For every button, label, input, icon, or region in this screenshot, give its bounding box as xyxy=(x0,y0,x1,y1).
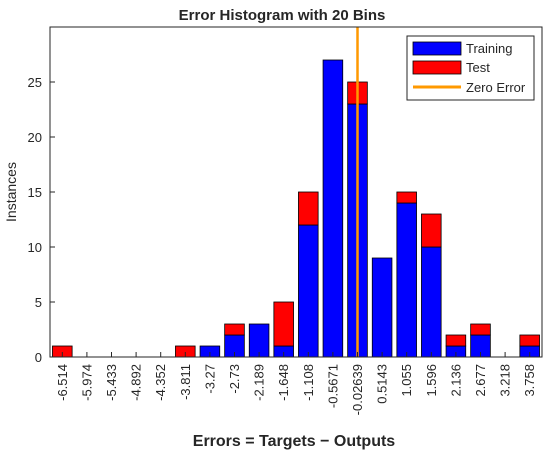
y-tick-label: 25 xyxy=(28,75,42,90)
y-tick-label: 20 xyxy=(28,130,42,145)
bar-training--0.5671 xyxy=(322,59,344,358)
bar-training--1.108 xyxy=(298,224,319,358)
legend-swatch-training xyxy=(412,41,462,56)
bar-test-1.596 xyxy=(421,213,442,248)
x-tick-label: -3.811 xyxy=(178,364,193,400)
y-tick-label: 0 xyxy=(35,350,42,365)
bar-test-3.758 xyxy=(519,334,540,347)
x-tick-label: 3.218 xyxy=(498,364,513,397)
y-tick-label: 5 xyxy=(35,295,42,310)
x-axis-label: Errors = Targets − Outputs xyxy=(193,433,396,450)
x-tick-label: 2.677 xyxy=(473,364,488,397)
bar-test-2.136 xyxy=(445,334,467,347)
x-tick-label: -1.648 xyxy=(276,364,291,401)
bar-training-1.596 xyxy=(421,246,442,358)
x-tick-label: -4.892 xyxy=(129,364,144,401)
x-tick-label: -2.73 xyxy=(227,364,242,394)
legend-label-training: Training xyxy=(466,41,512,56)
bar-test--1.648 xyxy=(273,301,294,347)
x-tick-label: 2.136 xyxy=(448,364,463,397)
bar-test-2.677 xyxy=(470,323,491,336)
bar-training-0.5143 xyxy=(371,257,393,358)
bar-training-1.055 xyxy=(396,202,417,358)
x-tick-label: -1.108 xyxy=(301,364,316,401)
x-tick-label: 3.758 xyxy=(522,364,537,397)
bar-test--2.73 xyxy=(224,323,245,336)
x-tick-label: -0.5671 xyxy=(325,364,340,408)
x-tick-label: -5.433 xyxy=(104,364,119,401)
x-tick-label: -4.352 xyxy=(153,364,168,401)
legend-label-zero-error: Zero Error xyxy=(466,80,526,95)
y-axis-label: Instances xyxy=(3,162,19,222)
chart-title: Error Histogram with 20 Bins xyxy=(179,7,386,24)
y-tick-label: 15 xyxy=(28,185,42,200)
y-ticks-layer: 0 5 10 15 20 25 xyxy=(28,75,55,365)
x-tick-label: -3.27 xyxy=(202,364,217,394)
legend-swatch-test xyxy=(412,60,462,75)
x-tick-label: -0.02639 xyxy=(350,364,365,415)
x-tick-label: -6.514 xyxy=(55,364,70,401)
x-tick-label: 1.055 xyxy=(399,364,414,397)
bar-test--1.108 xyxy=(298,191,319,226)
x-tick-label: 1.596 xyxy=(424,364,439,397)
x-ticks-layer: -6.514 -5.974 -5.433 -4.892 -4.352 -3.811 -3.2… xyxy=(55,352,537,415)
x-tick-label: -5.974 xyxy=(79,364,94,401)
bar-test-1.055 xyxy=(396,191,417,204)
legend: Training Test Zero Error xyxy=(406,35,535,101)
y-tick-label: 10 xyxy=(28,240,42,255)
x-tick-label: -2.189 xyxy=(252,364,267,401)
legend-label-test: Test xyxy=(466,60,490,75)
x-tick-label: 0.5143 xyxy=(375,364,390,404)
